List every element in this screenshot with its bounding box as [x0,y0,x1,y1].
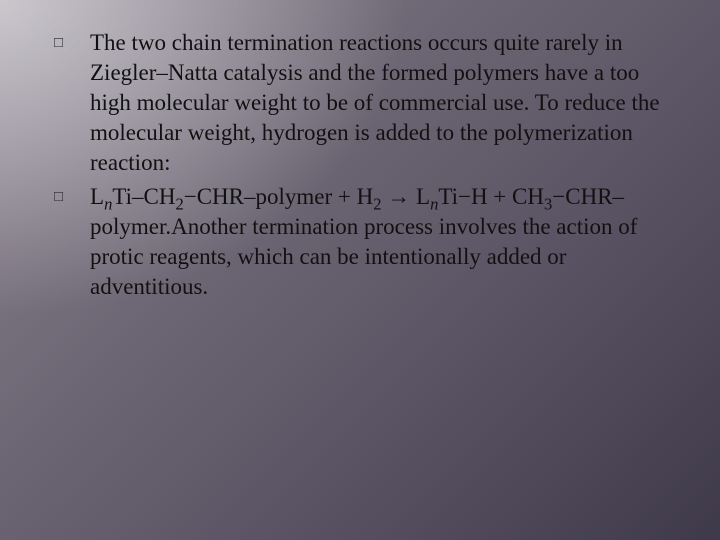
bullet-item: □ The two chain termination reactions oc… [52,28,664,178]
bullet-text: LnTi–CH2−CHR–polymer + H2 → LnTi−H + CH3… [90,182,664,302]
bullet-glyph: □ [52,182,90,212]
bullet-text: The two chain termination reactions occu… [90,28,664,178]
bullet-glyph: □ [52,28,90,58]
bullet-item: □ LnTi–CH2−CHR–polymer + H2 → LnTi−H + C… [52,182,664,302]
slide-body: □ The two chain termination reactions oc… [0,0,720,540]
